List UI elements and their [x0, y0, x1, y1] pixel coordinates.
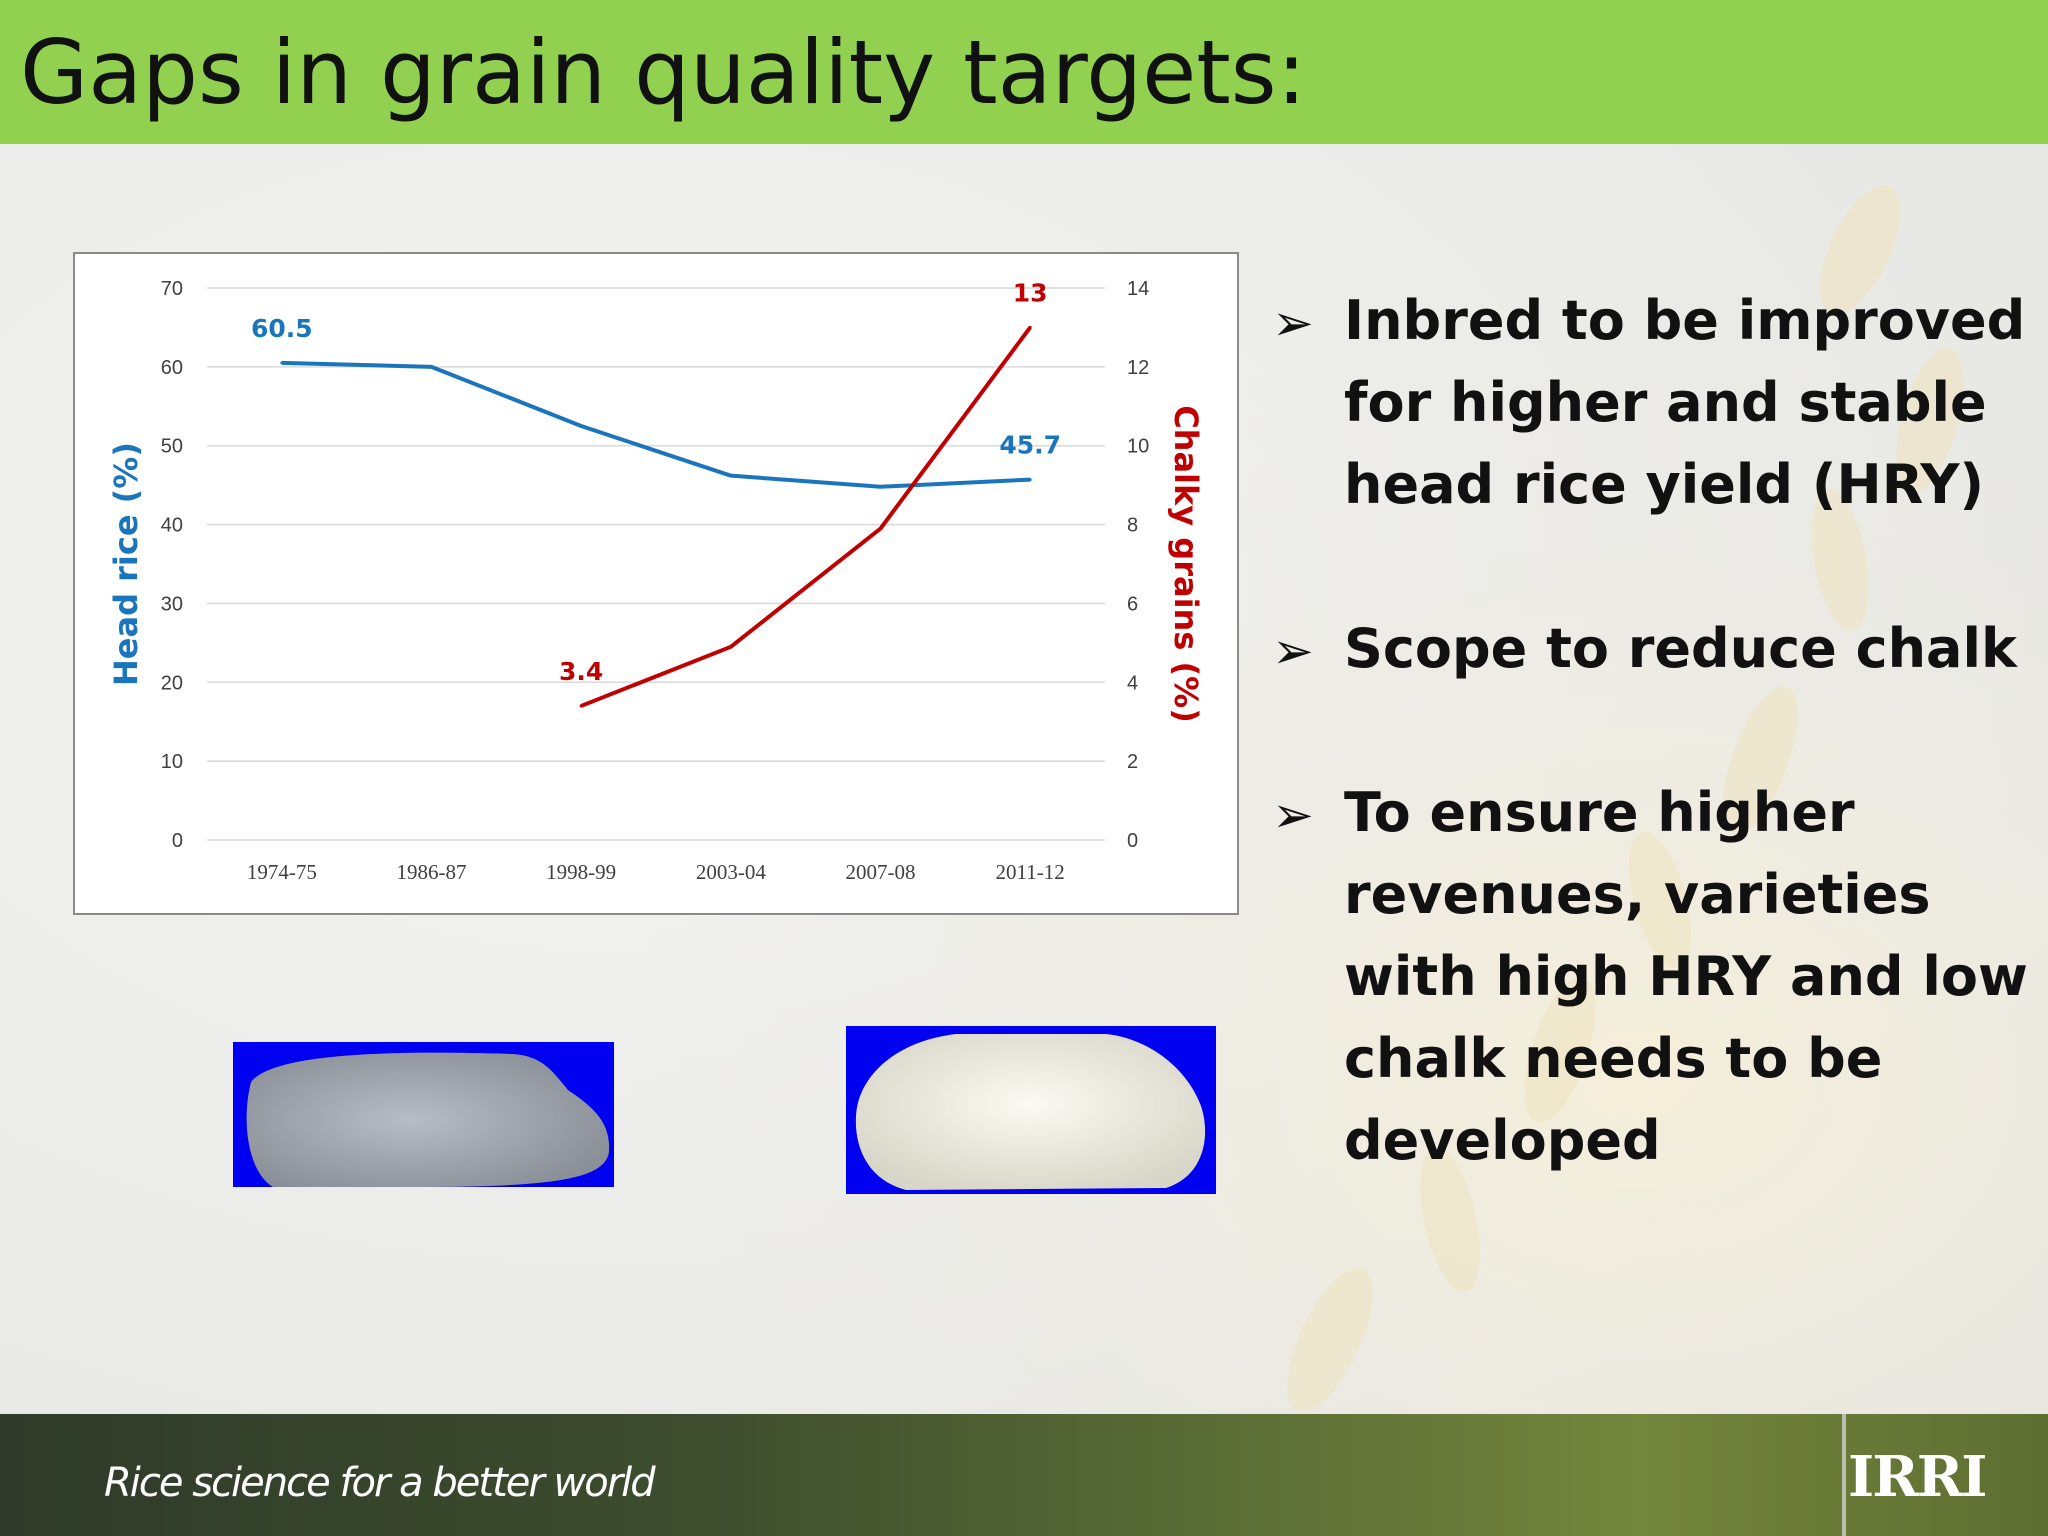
y-left-tick-label: 70 [161, 278, 183, 300]
data-label: 45.7 [999, 431, 1061, 460]
chalky-grain-image [846, 1026, 1216, 1194]
y-right-tick-label: 0 [1127, 830, 1138, 852]
data-point [430, 365, 433, 369]
data-label: 13 [1013, 278, 1048, 307]
y-left-tick-label: 40 [161, 515, 183, 537]
y-right-tick-label: 2 [1127, 751, 1138, 773]
bullet-hry: ➢ Inbred to be improved for higher and s… [1270, 280, 2040, 526]
footer-tagline: Rice science for a better world [104, 1460, 656, 1506]
y-right-tick-label: 8 [1127, 515, 1138, 537]
y-left-tick-label: 10 [161, 751, 183, 773]
y-right-tick-label: 14 [1127, 278, 1149, 300]
x-tick-label: 1974-75 [247, 860, 317, 884]
data-point [1028, 478, 1032, 482]
bullet-text: Inbred to be improved for higher and sta… [1344, 289, 2026, 516]
irri-logo: IRRI [1848, 1444, 1987, 1510]
x-tick-label: 2003-04 [696, 860, 766, 884]
y-left-axis-title: Head rice (%) [107, 442, 145, 686]
arrow-bullet-icon: ➢ [1272, 294, 1314, 352]
x-tick-label: 1998-99 [546, 860, 616, 884]
data-point [879, 485, 882, 489]
data-point [579, 704, 583, 708]
slide-title: Gaps in grain quality targets: [20, 21, 1307, 124]
x-tick-label: 2011-12 [996, 860, 1065, 884]
chart-container: 0 10 20 30 40 50 60 70 0 2 4 6 8 10 12 14 1974-75 1986-87… [73, 252, 1239, 915]
x-tick-label: 1986-87 [397, 860, 467, 884]
bullet-chalk: ➢ Scope to reduce chalk [1270, 608, 2040, 690]
footer-bar [0, 1414, 2048, 1536]
data-point [729, 645, 733, 649]
translucent-grain-image [233, 1042, 614, 1187]
data-point [579, 424, 583, 428]
data-label: 60.5 [251, 314, 313, 343]
y-right-tick-label: 6 [1127, 593, 1138, 615]
y-left-tick-label: 30 [161, 593, 183, 615]
y-left-tick-label: 0 [172, 830, 183, 852]
y-right-axis-title: Chalky grains (%) [1167, 405, 1205, 723]
y-right-tick-label: 10 [1127, 436, 1149, 458]
rice-panicle-decoration [1287, 185, 1964, 1412]
bullet-revenue: ➢ To ensure higher revenues, varieties w… [1270, 772, 2040, 1182]
data-point [280, 361, 284, 365]
data-point [1028, 325, 1032, 329]
title-bar: Gaps in grain quality targets: [0, 0, 2048, 144]
x-tick-label: 2007-08 [846, 860, 916, 884]
logo-divider [1842, 1414, 1846, 1536]
arrow-bullet-icon: ➢ [1272, 786, 1314, 844]
y-left-tick-label: 50 [161, 436, 183, 458]
bullet-text: To ensure higher revenues, varieties wit… [1344, 781, 2028, 1172]
series-line-head-rice [281, 360, 1031, 489]
dual-axis-line-chart: 0 10 20 30 40 50 60 70 0 2 4 6 8 10 12 14 1974-75 1986-87… [107, 278, 1205, 884]
y-right-tick-label: 4 [1127, 672, 1138, 694]
y-right-tick-label: 12 [1127, 357, 1149, 379]
data-point [729, 474, 733, 478]
series-line-chalky-grains [580, 326, 1032, 708]
data-point [879, 527, 882, 531]
y-left-tick-label: 20 [161, 672, 183, 694]
y-left-tick-label: 60 [161, 357, 183, 379]
arrow-bullet-icon: ➢ [1272, 622, 1314, 680]
bullet-text: Scope to reduce chalk [1344, 617, 2017, 680]
data-label: 3.4 [559, 657, 603, 686]
bullet-list: ➢ Inbred to be improved for higher and s… [1270, 280, 2040, 1264]
